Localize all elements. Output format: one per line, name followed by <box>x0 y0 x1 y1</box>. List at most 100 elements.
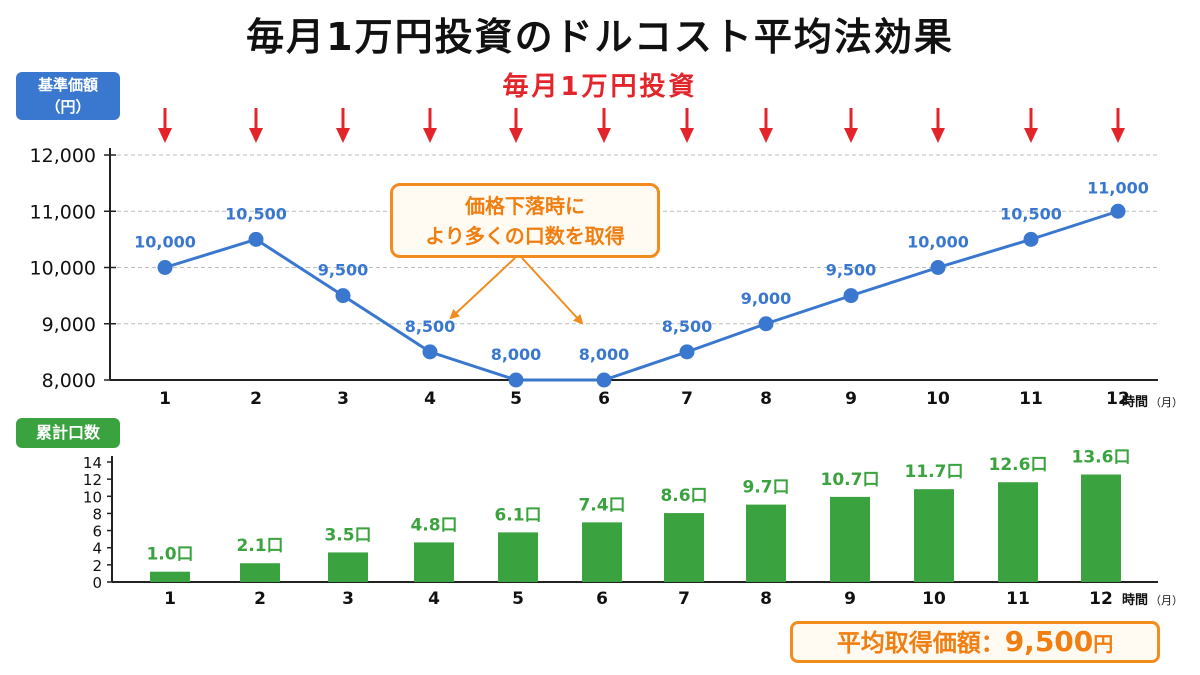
investment-arrow <box>931 108 945 143</box>
units-bar <box>914 489 954 582</box>
price-point <box>1110 203 1126 219</box>
investment-arrow <box>1111 108 1125 143</box>
price-axis-badge-line1: 基準価額 <box>37 76 98 94</box>
price-point <box>248 231 264 247</box>
investment-arrow <box>509 108 523 143</box>
units-value-label: 7.4口 <box>578 495 625 515</box>
units-bar <box>746 504 786 582</box>
line-x-axis-title: 時間 <box>1122 394 1148 410</box>
investment-arrow-head <box>336 128 350 143</box>
bar-x-tick-label: 3 <box>342 589 354 609</box>
bar-y-tick-label: 2 <box>92 557 102 575</box>
callout-line2: より多くの口数を取得 <box>425 224 625 248</box>
investment-arrow <box>423 108 437 143</box>
average-cost-unit: 円 <box>1093 632 1114 656</box>
bar-y-tick-label: 4 <box>92 540 102 558</box>
average-cost-value: 9,500 <box>1004 625 1094 658</box>
units-value-label: 8.6口 <box>660 486 707 506</box>
price-point <box>422 344 438 360</box>
line-y-tick-label: 8,000 <box>42 370 96 392</box>
investment-arrow-head <box>759 128 773 143</box>
line-x-tick-label: 6 <box>598 389 610 409</box>
bar-x-axis-title: 時間 <box>1122 592 1148 608</box>
investment-arrow <box>759 108 773 143</box>
price-value-label: 8,500 <box>662 317 713 336</box>
units-value-label: 4.8口 <box>410 515 457 535</box>
price-value-label: 9,000 <box>741 289 792 308</box>
price-axis-badge: 基準価額 （円） <box>16 72 120 120</box>
average-cost-label: 平均取得価額： <box>836 629 1005 657</box>
units-value-label: 1.0口 <box>146 545 193 565</box>
units-value-label: 11.7口 <box>905 462 964 482</box>
units-bar <box>240 563 280 582</box>
units-bar <box>414 542 454 582</box>
investment-arrow-head <box>844 128 858 143</box>
line-chart-x-label: 時間 （月） <box>1122 394 1183 410</box>
bar-x-tick-label: 4 <box>428 589 440 609</box>
units-value-label: 2.1口 <box>236 536 283 556</box>
line-chart-axes <box>109 148 1158 381</box>
units-bar <box>830 496 870 582</box>
units-value-label: 6.1口 <box>494 505 541 525</box>
bar-x-tick-label: 7 <box>678 589 690 609</box>
investment-arrow-head <box>680 128 694 143</box>
callout-arrow-right <box>521 257 584 325</box>
line-x-tick-label: 1 <box>159 389 171 409</box>
line-y-tick-label: 10,000 <box>30 258 96 280</box>
line-x-tick-label: 8 <box>760 389 772 409</box>
investment-arrow <box>597 108 611 143</box>
price-line-series: 10,000 10,500 9,500 8,500 8,000 8,000 8,500 9,0… <box>134 178 1149 388</box>
line-x-axis-unit: （月） <box>1150 396 1183 409</box>
price-value-label: 8,000 <box>491 345 542 364</box>
bar-y-tick-label: 14 <box>83 454 102 472</box>
bar-chart-x-ticks: 1 2 3 4 5 6 7 8 9 10 11 12 <box>164 589 1113 609</box>
units-value-label: 13.6口 <box>1072 448 1131 468</box>
line-x-tick-label: 5 <box>510 389 522 409</box>
price-point <box>157 260 173 275</box>
units-bar <box>1081 474 1121 582</box>
line-x-tick-label: 10 <box>926 389 950 409</box>
units-bar <box>150 571 190 582</box>
price-value-label: 9,500 <box>826 261 877 280</box>
line-x-tick-label: 2 <box>250 389 262 409</box>
line-x-tick-label: 11 <box>1019 389 1043 409</box>
average-cost-box: 平均取得価額：9,500円 <box>790 621 1160 663</box>
line-chart-y-ticks: 8,000 9,000 10,000 11,000 12,000 <box>30 145 116 392</box>
investment-arrows <box>158 108 1125 143</box>
units-value-label: 12.6口 <box>989 455 1048 475</box>
bar-x-tick-label: 6 <box>596 589 608 609</box>
price-value-label: 10,500 <box>225 204 287 223</box>
callout-arrows <box>449 257 584 325</box>
line-x-tick-label: 9 <box>845 389 857 409</box>
investment-arrow-head <box>249 128 263 143</box>
bar-y-tick-label: 12 <box>83 471 102 489</box>
price-value-label: 8,000 <box>579 345 630 364</box>
price-value-label: 9,500 <box>318 261 369 280</box>
units-bar <box>664 513 704 582</box>
bar-x-tick-label: 12 <box>1089 589 1113 609</box>
price-point <box>758 316 774 332</box>
price-value-label: 8,500 <box>405 317 456 336</box>
price-point <box>679 344 695 360</box>
units-bar <box>582 522 622 582</box>
price-axis-badge-line2: （円） <box>45 98 91 116</box>
bar-x-tick-label: 10 <box>922 589 946 609</box>
investment-arrow <box>336 108 350 143</box>
bar-y-tick-label: 6 <box>92 523 102 541</box>
bar-chart-x-label: 時間 （月） <box>1122 592 1183 608</box>
units-bar-series: 1.0口 2.1口 3.5口 4.8口 6.1口 7.4口 8.6口 9.7口 10.7口 11.… <box>146 448 1130 582</box>
price-point <box>930 260 946 275</box>
price-value-label: 10,000 <box>134 233 196 252</box>
line-y-tick-label: 12,000 <box>30 145 96 167</box>
price-value-label: 10,000 <box>907 233 969 252</box>
investment-arrow <box>249 108 263 143</box>
price-point <box>508 372 524 388</box>
investment-arrow <box>158 108 172 143</box>
investment-arrow <box>844 108 858 143</box>
price-value-label: 11,000 <box>1087 178 1149 197</box>
investment-arrow <box>1024 108 1038 143</box>
callout-line1: 価格下落時に <box>465 194 585 218</box>
units-axis-badge: 累計口数 <box>16 418 120 448</box>
price-point <box>843 288 859 304</box>
